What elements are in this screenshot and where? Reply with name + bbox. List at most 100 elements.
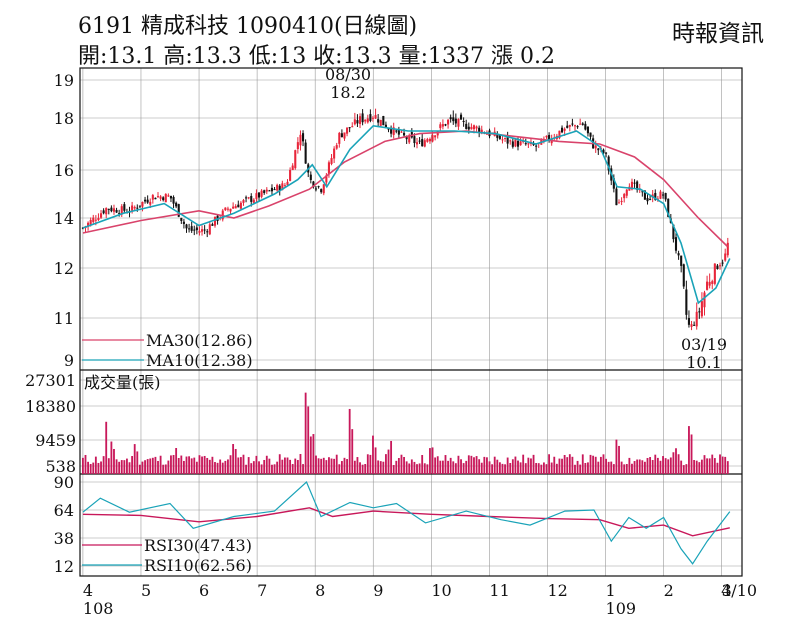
volume-bar [105,421,108,474]
rsi-tick-label: 64 [54,501,74,520]
ma30-line [82,130,729,248]
volume-bar [682,465,685,474]
low-value-annotation: 10.1 [686,353,722,372]
volume-bar [408,463,411,474]
candle-body [506,135,509,144]
volume-bar [397,458,400,474]
candle-body [384,124,387,128]
candle-body [260,190,263,197]
volume-bar [312,434,315,474]
volume-bar [656,457,659,474]
candle-body [213,216,217,226]
volume-bar [589,454,592,474]
candle-body [698,311,701,313]
candle-body [338,132,341,144]
volume-bar [131,456,134,474]
rsi30-line [82,507,730,537]
volume-bar [296,460,299,474]
candle-body [662,194,665,196]
volume-bar [688,426,690,474]
volume-bar [532,454,535,474]
volume-bar [467,455,470,474]
volume-bar [221,462,224,474]
candle-body [379,119,382,126]
volume-bar [361,464,364,474]
candle-body [371,117,375,119]
volume-bar [452,461,455,474]
volume-bar [224,460,227,474]
candle-body [415,142,419,145]
volume-bar [540,464,543,474]
candle-body [646,198,649,202]
candle-body [656,198,659,200]
volume-bar [685,464,688,474]
volume-bar [359,462,361,474]
volume-bar [188,456,191,474]
volume-bar [185,456,188,474]
volume-bar [237,457,240,474]
volume-bar [120,460,123,474]
candle-body [322,184,325,194]
volume-bar [426,464,429,474]
volume-bar [527,457,530,474]
price-tick-label: 19 [54,71,74,90]
x-tick-label: 4/10 [721,581,757,600]
candle-body [283,185,286,187]
volume-bar [457,455,460,474]
volume-bar [465,460,468,474]
volume-bar [172,454,175,474]
candle-body [724,253,727,261]
candle-body [452,117,455,122]
volume-bar [89,463,92,474]
candle-body [211,224,214,226]
candle-body [548,135,551,141]
volume-bar [719,454,721,474]
ma10-legend: MA10(12.38) [146,351,253,370]
candle-body [358,116,362,124]
candle-body [346,127,349,134]
volume-bar [387,449,390,474]
candle-body [239,202,242,209]
volume-bar [252,461,255,474]
candle-body [612,178,615,189]
volume-bar [436,456,439,474]
candle-body [423,140,426,147]
candle-body [687,318,690,325]
volume-bar [219,459,222,474]
volume-bar [708,458,711,474]
volume-bar [698,462,701,474]
candle-body [154,197,157,200]
volume-bar [480,462,483,474]
volume-bar [239,457,242,474]
candle-body [348,127,351,129]
volume-bar [392,465,395,474]
candle-body [299,134,302,146]
price-tick-label: 12 [54,259,74,278]
volume-bar [669,457,672,474]
candle-body [573,125,577,127]
candle-body [617,202,621,204]
volume-bar [330,458,333,474]
volume-bar [216,462,219,474]
candle-body [294,150,297,169]
volume-bar [268,458,271,474]
plot-border [79,67,743,577]
volume-bar [664,458,667,474]
volume-bar [338,464,341,474]
candle-body [224,207,227,211]
volume-bar [133,444,136,474]
volume-bar [364,464,367,474]
candle-body [149,201,152,205]
volume-bar [211,456,214,474]
candle-body [674,237,678,251]
volume-bar [672,452,675,474]
candle-body [403,132,406,136]
volume-bar [182,460,185,474]
candle-body [718,265,722,267]
x-tick-label: 8 [315,581,325,600]
volume-bar [234,448,237,474]
candle-body [392,127,395,135]
candle-body [470,126,473,130]
candle-body [444,124,447,126]
